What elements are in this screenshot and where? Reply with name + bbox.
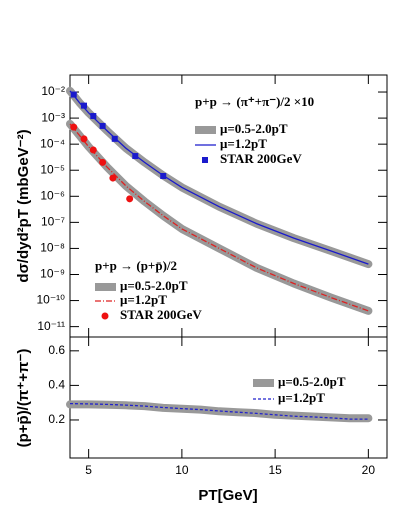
x-tick-label: 5: [85, 463, 92, 477]
y-tick-label: 0.2: [48, 412, 65, 426]
marker: [90, 113, 97, 120]
band: [66, 400, 373, 423]
legend-marker: [202, 157, 208, 163]
y-tick-label: 10⁻⁴: [40, 136, 65, 150]
marker: [111, 135, 118, 142]
y-tick-label: 10⁻¹¹: [37, 319, 65, 333]
marker: [80, 135, 88, 143]
top-y-title: dσ/dyd²pT (mbGeV⁻²): [15, 129, 32, 282]
bottom-y-title: (p+p̄)/(π⁺+π⁻): [15, 349, 32, 448]
y-tick-label: 10⁻⁸: [40, 241, 65, 255]
marker: [160, 173, 167, 180]
marker: [99, 158, 107, 166]
legend-label: μ=1.2pT: [120, 292, 167, 307]
marker: [70, 123, 78, 131]
legend-swatch: [253, 379, 274, 387]
y-tick-label: 10⁻¹⁰: [37, 293, 66, 307]
legend-swatch: [95, 283, 116, 291]
x-tick-label: 20: [362, 463, 376, 477]
legend-label: μ=1.2pT: [278, 390, 325, 405]
marker: [89, 146, 97, 154]
y-tick-label: 10⁻⁷: [41, 215, 65, 229]
curve: [69, 123, 369, 312]
legend-label: μ=1.2pT: [220, 136, 267, 151]
y-tick-label: 0.4: [48, 378, 65, 392]
marker: [109, 174, 117, 182]
x-title: PT[GeV]: [198, 487, 257, 504]
legend-swatch: [195, 126, 216, 134]
marker: [132, 153, 139, 160]
legend-label: STAR 200GeV: [220, 151, 302, 166]
legend-marker: [101, 312, 109, 320]
y-tick-label: 10⁻⁶: [40, 188, 65, 202]
marker: [80, 102, 87, 109]
y-tick-label: 0.6: [48, 343, 65, 357]
legend-title: p+p → (p+p̄)/2: [95, 258, 177, 273]
marker: [126, 195, 134, 203]
legend-label: μ=0.5-2.0pT: [278, 374, 346, 389]
y-tick-label: 10⁻³: [41, 110, 65, 124]
marker: [99, 122, 106, 129]
legend-label: μ=0.5-2.0pT: [220, 121, 288, 136]
legend-title: p+p → (π⁺+π⁻)/2 ×10: [195, 94, 314, 109]
x-tick-label: 10: [175, 463, 189, 477]
legend-label: STAR 200GeV: [120, 307, 202, 322]
marker: [70, 91, 77, 98]
y-tick-label: 10⁻⁹: [40, 267, 65, 281]
y-tick-label: 10⁻²: [41, 84, 65, 98]
bottom-frame: [69, 336, 388, 459]
legend-label: μ=0.5-2.0pT: [120, 278, 188, 293]
x-tick-label: 15: [268, 463, 282, 477]
y-tick-label: 10⁻⁵: [40, 162, 65, 176]
